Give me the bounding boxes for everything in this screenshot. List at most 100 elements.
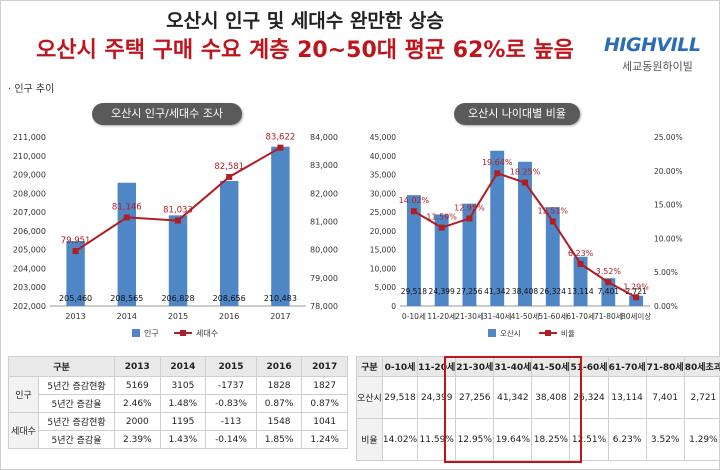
y-left-tick-label: 40,000 [370, 152, 396, 161]
legend-swatch-marker [180, 330, 186, 336]
line-point [438, 224, 445, 231]
bar-value-label: 206,828 [161, 294, 194, 303]
group-label: 인구 [8, 376, 39, 413]
table-header-cell: 80세초과 [683, 356, 720, 377]
table-header-cell: 2017 [301, 356, 348, 377]
table-cell: 1041 [301, 412, 348, 431]
table-cell: 12.51% [569, 418, 609, 461]
y-right-tick-label: 78,000 [310, 302, 338, 311]
line-value-label: 14.02% [399, 196, 430, 205]
table-cell: 6.23% [607, 418, 647, 461]
bar-value-label: 210,483 [264, 294, 297, 303]
legend-label: 세대수 [196, 329, 218, 338]
y-left-tick-label: 5,000 [375, 283, 397, 292]
bar-value-label: 41,342 [484, 287, 510, 296]
line-point [605, 279, 612, 286]
table-header-cell: 11-20세 [417, 356, 457, 377]
legend-label: 비율 [561, 329, 575, 338]
legend-swatch-marker [545, 330, 551, 336]
bar [518, 161, 532, 306]
bar [219, 181, 239, 306]
table-header-row: 구분 2013 2014 2015 2016 2017 [8, 356, 348, 377]
x-tick-label: 2016 [219, 312, 239, 321]
table-cell: 14.02% [381, 418, 419, 461]
y-left-tick-label: 211,000 [13, 133, 46, 142]
y-right-tick-label: 15.00% [654, 201, 683, 210]
table-cell: 2,721 [683, 376, 720, 419]
table-header-cell: 구분 [8, 356, 115, 377]
bar-value-label: 208,565 [110, 294, 143, 303]
x-tick-label: 2017 [270, 312, 290, 321]
line-point [226, 173, 233, 180]
table-cell: 7,401 [645, 376, 685, 419]
y-right-tick-label: 81,000 [310, 218, 338, 227]
y-left-tick-label: 15,000 [370, 246, 396, 255]
table-cell: 1.85% [255, 430, 303, 449]
line-value-label: 82,581 [214, 162, 244, 172]
row-label: 5년간 증감율 [38, 394, 115, 413]
bar-value-label: 26,324 [540, 287, 566, 296]
x-tick-label: 61-70세 [566, 312, 595, 321]
chart1-title: 오산시 인구/세대수 조사 [92, 103, 242, 125]
bar-value-label: 13,114 [567, 287, 593, 296]
bar-value-label: 29,518 [401, 287, 427, 296]
table-cell: -0.14% [205, 430, 257, 449]
y-right-tick-label: 20.00% [654, 167, 683, 176]
line-point [72, 248, 79, 255]
line-point [175, 217, 181, 224]
table-cell: 1.24% [301, 430, 348, 449]
bar [573, 256, 588, 306]
line-value-label: 81,033 [163, 206, 193, 216]
line-point [277, 144, 284, 151]
y-left-tick-label: 35,000 [370, 171, 396, 180]
headline: 오산시 인구 및 세대수 완만한 상승 [166, 10, 444, 32]
y-right-tick-label: 5.00% [654, 268, 678, 277]
table-row: 5년간 증감율 2.39% 1.43% -0.14% 1.85% 1.24% [9, 430, 348, 449]
bar-value-label: 27,256 [456, 287, 482, 296]
legend-swatch-bar [488, 329, 496, 337]
table-cell: 29,518 [381, 376, 419, 419]
line-point [549, 218, 556, 225]
table-cell: 1.29% [683, 418, 720, 461]
chart2-title: 오산시 나이대별 비율 [454, 103, 580, 125]
table-cell: -1737 [205, 376, 257, 395]
legend-label: 오산시 [500, 328, 521, 338]
y-left-tick-label: 205,000 [13, 246, 46, 255]
table-cell: 18.25% [531, 418, 571, 461]
line-value-label: 81,146 [112, 202, 142, 212]
bar [545, 207, 560, 306]
table-cell: 1195 [159, 412, 207, 431]
bar-value-label: 208,656 [213, 294, 246, 303]
y-left-tick-label: 30,000 [370, 189, 396, 198]
x-tick-label: 80세이상 [621, 311, 651, 321]
table-header-cell: 21-30세 [455, 356, 495, 377]
bar [406, 195, 421, 306]
y-left-tick-label: 206,000 [13, 227, 46, 236]
table-row: 세대수 5년간 증감현황 2000 1195 -113 1548 1041 [8, 412, 348, 449]
row-label: 5년간 증감율 [38, 430, 115, 449]
y-left-tick-label: 208,000 [13, 189, 46, 198]
bar [271, 146, 290, 306]
y-right-tick-label: 84,000 [310, 133, 338, 142]
line-point [466, 215, 473, 222]
table-cell: 2.46% [114, 394, 161, 413]
line-point [123, 214, 130, 221]
bar [117, 182, 137, 306]
y-left-tick-label: 203,000 [13, 283, 46, 292]
bar [168, 215, 188, 306]
table-cell: 5169 [114, 376, 161, 395]
x-tick-label: 41-50세 [511, 312, 540, 321]
x-tick-label: 31-40세 [483, 312, 512, 321]
y-left-tick-label: 45,000 [370, 133, 396, 142]
brand-logo: HIGHVILL 세교동원하이빌 [604, 34, 708, 82]
line-point [522, 179, 528, 186]
bar [434, 214, 449, 306]
table-cell: -113 [205, 412, 257, 431]
y-left-tick-label: 10,000 [370, 264, 396, 273]
table-header-cell: 61-70세 [607, 356, 647, 377]
table-header-cell: 구분 [356, 356, 383, 377]
table-header-row: 구분 0-10세 11-20세 21-30세 31-40세 41-50세 51-… [356, 356, 720, 377]
table-header-cell: 71-80세 [645, 356, 685, 377]
table-row: 5년간 증감율 2.46% 1.48% -0.83% 0.87% 0.87% [9, 394, 348, 413]
y-right-tick-label: 80,000 [310, 246, 338, 255]
